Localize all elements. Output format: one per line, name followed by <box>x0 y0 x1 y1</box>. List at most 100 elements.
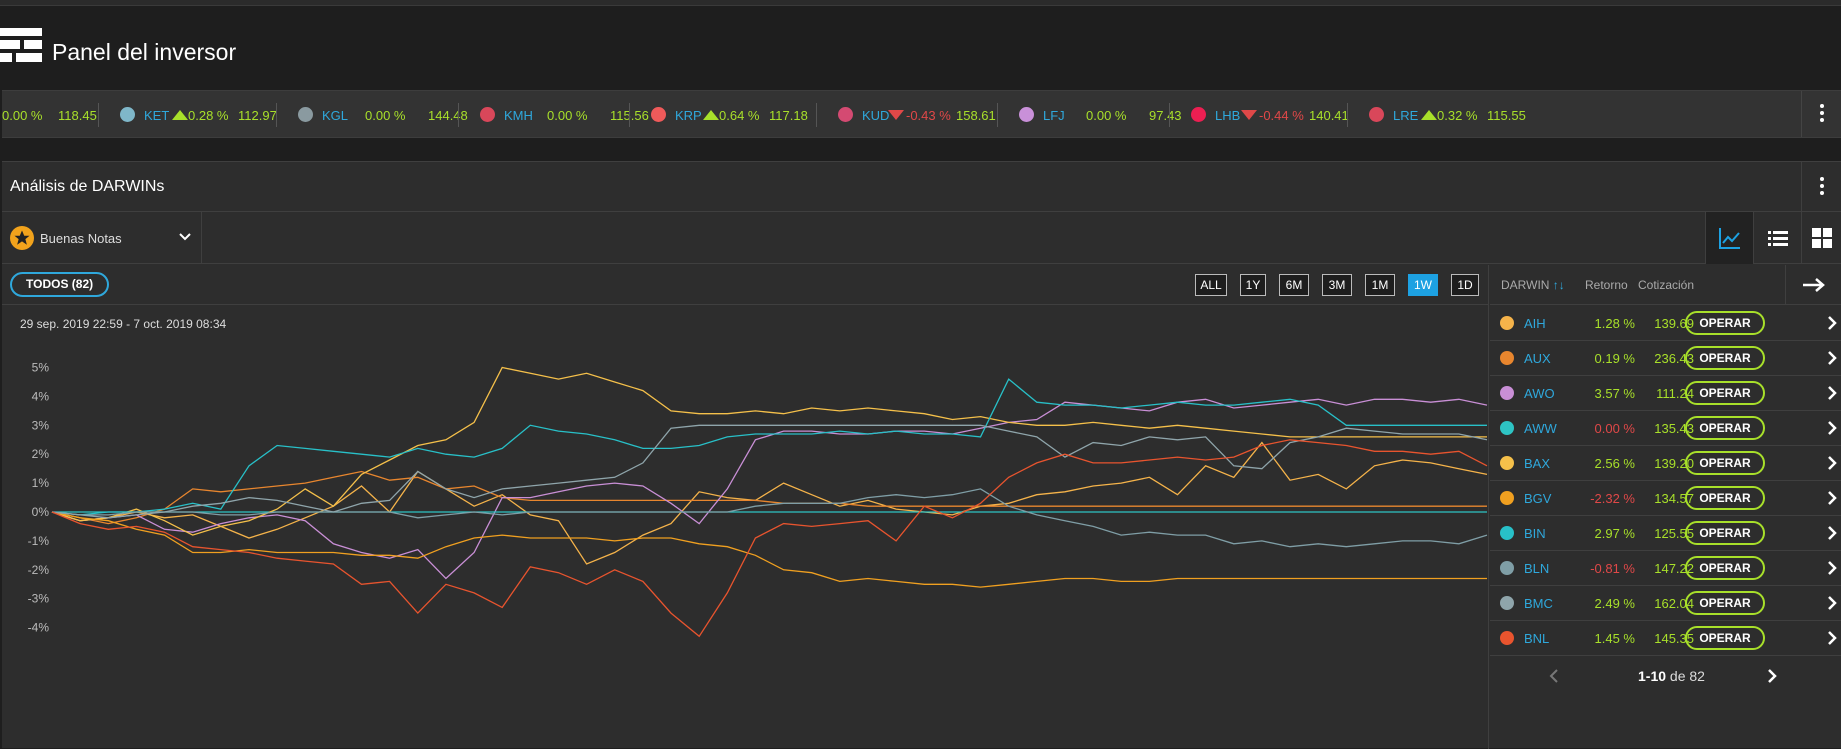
panel-menu-button[interactable] <box>1801 162 1841 212</box>
top-strip <box>0 0 1841 6</box>
y-tick-label: -2% <box>28 563 50 577</box>
darwin-return: 3.57 % <box>1594 386 1635 401</box>
ticker-symbol[interactable]: KGL <box>322 108 349 123</box>
chevron-right-icon[interactable] <box>1827 350 1837 366</box>
y-tick-label: 1% <box>32 476 50 490</box>
header-darwin[interactable]: DARWIN ↑↓ <box>1501 278 1565 292</box>
operate-button[interactable]: OPERAR <box>1685 486 1765 510</box>
darwin-symbol[interactable]: BNL <box>1524 631 1550 646</box>
ticker-symbol[interactable]: KET <box>144 108 170 123</box>
more-vertical-icon <box>1820 104 1824 125</box>
y-tick-label: -3% <box>28 592 50 606</box>
operate-button[interactable]: OPERAR <box>1685 556 1765 580</box>
next-page-icon[interactable] <box>1766 668 1778 684</box>
darwin-color-dot <box>1500 596 1514 610</box>
table-row[interactable]: BNL 1.45 % 145.35 OPERAR <box>1490 621 1841 656</box>
chevron-right-icon[interactable] <box>1827 490 1837 506</box>
table-row[interactable]: BMC 2.49 % 162.04 OPERAR <box>1490 586 1841 621</box>
operate-button[interactable]: OPERAR <box>1685 311 1765 335</box>
operate-button[interactable]: OPERAR <box>1685 591 1765 615</box>
ticker-separator <box>1169 103 1170 127</box>
darwin-symbol[interactable]: BMC <box>1524 596 1553 611</box>
range-button[interactable]: 3M <box>1322 274 1352 296</box>
chevron-right-icon[interactable] <box>1827 455 1837 471</box>
chevron-right-icon[interactable] <box>1827 595 1837 611</box>
y-tick-label: 5% <box>32 361 50 375</box>
pager-text: 1-10 de 82 <box>1638 668 1705 684</box>
ticker-symbol[interactable]: LRE <box>1393 108 1419 123</box>
portfolio-select[interactable]: Buenas Notas <box>2 212 202 264</box>
operate-button[interactable]: OPERAR <box>1685 626 1765 650</box>
darwin-quote: 134.57 <box>1654 491 1694 506</box>
ticker-symbol[interactable]: KMH <box>504 108 533 123</box>
ticker-change: -0.43 % <box>906 108 951 123</box>
range-button[interactable]: ALL <box>1195 274 1227 296</box>
darwin-symbol[interactable]: AUX <box>1524 351 1551 366</box>
chevron-right-icon[interactable] <box>1827 630 1837 646</box>
table-row[interactable]: BLN -0.81 % 147.22 OPERAR <box>1490 551 1841 586</box>
table-row[interactable]: BAX 2.56 % 139.20 OPERAR <box>1490 446 1841 481</box>
table-row[interactable]: AWW 0.00 % 135.43 OPERAR <box>1490 411 1841 446</box>
chevron-right-icon[interactable] <box>1827 315 1837 331</box>
grid-view-button[interactable] <box>1801 212 1841 264</box>
y-tick-label: 3% <box>32 418 50 432</box>
darwin-symbol[interactable]: AIH <box>1524 316 1546 331</box>
darwin-symbol[interactable]: BLN <box>1524 561 1550 576</box>
chevron-right-icon[interactable] <box>1827 420 1837 436</box>
darwin-color-dot <box>1500 386 1514 400</box>
chevron-right-icon[interactable] <box>1827 525 1837 541</box>
previous-page-icon[interactable] <box>1548 668 1560 684</box>
table-row[interactable]: AUX 0.19 % 236.43 OPERAR <box>1490 341 1841 376</box>
operate-button[interactable]: OPERAR <box>1685 451 1765 475</box>
operate-button[interactable]: OPERAR <box>1685 381 1765 405</box>
darwin-color-dot <box>1369 107 1384 122</box>
line-chart-icon <box>1719 228 1740 249</box>
range-button[interactable]: 1D <box>1451 274 1479 296</box>
ticker-separator <box>98 103 99 127</box>
darwin-return: 0.19 % <box>1594 351 1635 366</box>
darwin-return: 2.56 % <box>1594 456 1635 471</box>
arrow-down-icon <box>888 110 904 120</box>
range-button[interactable]: 1W <box>1408 274 1438 296</box>
list-view-button[interactable] <box>1753 212 1801 264</box>
range-button[interactable]: 1Y <box>1240 274 1266 296</box>
expand-button[interactable] <box>1785 265 1841 305</box>
ticker-change: 0.28 % <box>188 108 229 123</box>
table-row[interactable]: BIN 2.97 % 125.55 OPERAR <box>1490 516 1841 551</box>
darwin-symbol[interactable]: BIN <box>1524 526 1546 541</box>
ticker-symbol[interactable]: KRP <box>675 108 702 123</box>
chevron-right-icon[interactable] <box>1827 385 1837 401</box>
darwin-quote: 111.24 <box>1656 386 1694 401</box>
sort-icon: ↑↓ <box>1552 278 1565 292</box>
operate-button[interactable]: OPERAR <box>1685 416 1765 440</box>
table-row[interactable]: AIH 1.28 % 139.69 OPERAR <box>1490 306 1841 341</box>
chevron-right-icon[interactable] <box>1827 560 1837 576</box>
ticker-value: 115.55 <box>1487 108 1526 123</box>
range-button[interactable]: 1M <box>1365 274 1395 296</box>
darwin-color-dot <box>1500 491 1514 505</box>
darwin-symbol[interactable]: BAX <box>1524 456 1551 471</box>
table-row[interactable]: AWO 3.57 % 111.24 OPERAR <box>1490 376 1841 411</box>
ticker-change: 0.00 % <box>547 108 588 123</box>
range-button[interactable]: 6M <box>1279 274 1309 296</box>
ticker-symbol[interactable]: LHB <box>1215 108 1241 123</box>
ticker-menu-button[interactable] <box>1801 91 1841 137</box>
operate-button[interactable]: OPERAR <box>1685 346 1765 370</box>
operate-button[interactable]: OPERAR <box>1685 521 1765 545</box>
darwin-symbol[interactable]: BGV <box>1524 491 1552 506</box>
darwin-color-dot <box>651 107 666 122</box>
table-row[interactable]: BGV -2.32 % 134.57 OPERAR <box>1490 481 1841 516</box>
ticker-value: 140.41 <box>1309 108 1349 123</box>
darwin-symbol[interactable]: AWO <box>1524 386 1555 401</box>
filter-all-button[interactable]: TODOS (82) <box>10 272 110 297</box>
ticker-symbol[interactable]: KUD <box>862 108 890 123</box>
darwin-symbol[interactable]: AWW <box>1524 421 1557 436</box>
chart-view-button[interactable] <box>1705 212 1753 264</box>
darwin-return: 2.97 % <box>1594 526 1635 541</box>
header-return[interactable]: Retorno <box>1585 278 1628 292</box>
series-line-aih <box>51 441 1488 565</box>
ticker-separator <box>997 103 998 127</box>
header-quote[interactable]: Cotización <box>1638 278 1695 292</box>
table-header: DARWIN ↑↓ Retorno Cotización <box>1490 265 1841 305</box>
ticker-symbol[interactable]: LFJ <box>1043 108 1065 123</box>
